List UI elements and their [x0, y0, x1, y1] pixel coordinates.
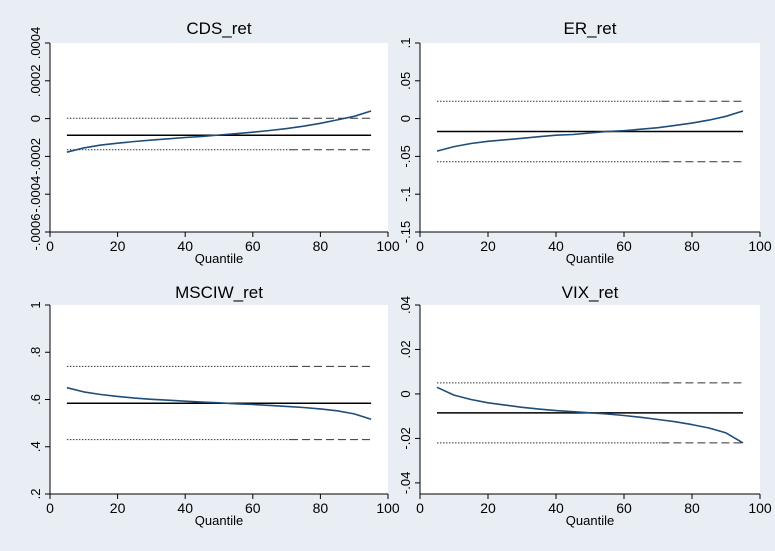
plot-area — [420, 43, 760, 232]
plot-area — [50, 43, 388, 232]
x-tick-label: 80 — [684, 238, 700, 254]
x-tick-label: 40 — [177, 238, 193, 254]
x-tick-label: 100 — [376, 500, 400, 516]
x-tick-label: 40 — [548, 238, 564, 254]
y-tick-label: .04 — [398, 296, 413, 314]
quantile-coefficient-line — [436, 110, 744, 152]
y-tick-label: .05 — [398, 72, 413, 90]
x-tick-label: 80 — [313, 500, 329, 516]
x-tick-label: 100 — [376, 238, 400, 254]
y-tick-label: -.0004 — [28, 176, 43, 213]
y-tick-label: -.0006 — [28, 214, 43, 251]
x-tick-label: 60 — [245, 500, 261, 516]
quantile-coefficient-line — [436, 386, 744, 444]
y-tick-label: -.0002 — [28, 138, 43, 175]
y-tick-label: -.04 — [398, 472, 413, 494]
x-tick-label: 0 — [46, 238, 54, 254]
y-tick-label: .8 — [28, 347, 43, 358]
quantile-coefficient-line — [66, 386, 372, 421]
y-tick-label: 1 — [28, 301, 43, 308]
y-tick-label: 0 — [28, 115, 43, 122]
y-tick-label: .0004 — [28, 27, 43, 60]
y-tick-label: .1 — [398, 38, 413, 49]
x-axis-label: Quantile — [566, 251, 614, 266]
chart-title: MSCIW_ret — [175, 283, 263, 302]
x-tick-label: 60 — [616, 500, 632, 516]
y-tick-label: .2 — [28, 489, 43, 500]
y-tick-label: 0 — [398, 390, 413, 397]
panel-cds-ret: CDS_ret 0 20 40 60 80 100 Quantile -.0006-.0004-… — [28, 19, 400, 266]
x-tick-label: 60 — [616, 238, 632, 254]
y-tick-label: -.05 — [398, 145, 413, 167]
y-tick-label: .4 — [28, 441, 43, 452]
y-tick-label: -.1 — [398, 187, 413, 202]
panel-msciw-ret: MSCIW_ret 0 20 40 60 80 100 Quantile .2 .4 .6 .8 1 — [28, 283, 400, 528]
y-tick-label: -.15 — [398, 221, 413, 243]
x-tick-label: 0 — [416, 500, 424, 516]
x-tick-label: 20 — [480, 238, 496, 254]
x-tick-label: 20 — [480, 500, 496, 516]
y-tick-label: 0 — [398, 115, 413, 122]
y-tick-label: .0002 — [28, 65, 43, 98]
x-tick-label: 0 — [46, 500, 54, 516]
x-axis-label: Quantile — [195, 513, 243, 528]
x-tick-label: 20 — [110, 238, 126, 254]
x-tick-label: 80 — [684, 500, 700, 516]
chart-title: VIX_ret — [562, 283, 619, 302]
x-tick-label: 40 — [548, 500, 564, 516]
y-tick-label: .02 — [398, 340, 413, 358]
x-axis-label: Quantile — [195, 251, 243, 266]
chart-title: ER_ret — [564, 19, 617, 38]
plot-area — [50, 305, 388, 494]
y-tick-label: .6 — [28, 394, 43, 405]
x-tick-label: 0 — [416, 238, 424, 254]
panel-vix-ret: VIX_ret 0 20 40 60 80 100 Quantile -.04 -.02 0 .02.… — [398, 283, 772, 528]
x-tick-label: 100 — [748, 500, 772, 516]
quantile-coefficient-line — [66, 110, 372, 153]
x-axis-label: Quantile — [566, 513, 614, 528]
plot-area — [420, 305, 760, 494]
chart-title: CDS_ret — [186, 19, 251, 38]
x-tick-label: 80 — [313, 238, 329, 254]
panel-er-ret: ER_ret 0 20 40 60 80 100 Quantile -.15 -.1 -.05 0 .0… — [398, 19, 772, 266]
y-tick-label: -.02 — [398, 427, 413, 449]
x-tick-label: 40 — [177, 500, 193, 516]
x-tick-label: 20 — [110, 500, 126, 516]
x-tick-label: 60 — [245, 238, 261, 254]
x-tick-label: 100 — [748, 238, 772, 254]
